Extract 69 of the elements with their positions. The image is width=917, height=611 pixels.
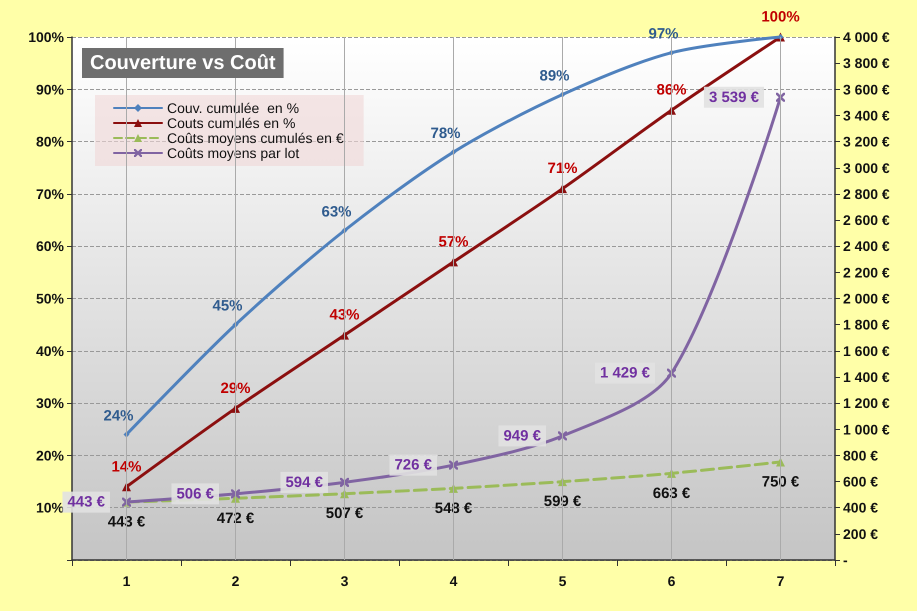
x-tick-label: 4 [450, 573, 458, 589]
y-tick-label: 20% [36, 447, 65, 464]
y-tick-label: 10% [36, 500, 65, 516]
x-tick-label: 6 [668, 573, 676, 589]
point [558, 431, 567, 440]
y2-tick-label: 1 800 € [843, 316, 890, 333]
text: Couverture vs Coût [90, 52, 276, 74]
y2-tick-label: 2 400 € [843, 238, 890, 254]
y2-tick-label: 1 600 € [843, 342, 890, 359]
y-tick-label: 80% [36, 134, 65, 150]
y-tick-label: 70% [36, 186, 65, 202]
data-label: 663 € [652, 484, 691, 502]
y2-tick-label: 3 600 € [843, 81, 890, 98]
data-label: 726 € [394, 456, 433, 474]
y-tick-label: 60% [36, 238, 65, 254]
y-tick-label: 40% [36, 342, 65, 359]
data-label: 443 € [67, 494, 106, 511]
y-tick-label: 100% [28, 29, 65, 45]
y2-tick-label: 400 € [843, 500, 878, 516]
y-tick-label: 90% [36, 81, 65, 98]
data-label: 97% [648, 26, 679, 43]
legend-label: Coûts moyens cumulés en € [167, 130, 344, 146]
data-label: 949 € [503, 427, 542, 444]
y2-tick-label: 2 800 € [843, 186, 890, 202]
point [667, 368, 676, 378]
y2-tick-label: 3 000 € [843, 160, 890, 176]
x-tick-label: 1 [122, 573, 131, 589]
data-label: 71% [547, 160, 578, 178]
data-label: 57% [438, 233, 469, 250]
data-label: 89% [539, 68, 570, 85]
y2-tick-label: - [843, 552, 848, 568]
legend-label: Coûts moyens par lot [167, 145, 300, 161]
y2-tick-label: 3 200 € [843, 134, 890, 150]
y2-tick-label: 600 € [843, 474, 878, 490]
point [231, 489, 240, 498]
data-label: 45% [212, 298, 243, 315]
point [340, 478, 349, 487]
y-tick-label: 50% [36, 290, 65, 306]
x-tick-label: 5 [558, 573, 567, 589]
y-tick-label: 30% [36, 395, 65, 412]
data-label: 1 429 € [600, 364, 651, 382]
data-label: 63% [321, 204, 352, 221]
data-label: 86% [656, 82, 687, 99]
y2-tick-label: 800 € [843, 447, 878, 464]
data-label: 594 € [285, 474, 324, 491]
x-tick-label: 7 [776, 573, 785, 589]
data-label: 3 539 € [708, 88, 760, 106]
data-label: 506 € [176, 485, 215, 502]
y2-tick-label: 2 000 € [843, 290, 890, 306]
y2-tick-label: 1 000 € [843, 421, 890, 438]
y2-tick-label: 4 000 € [843, 29, 890, 45]
y2-tick-label: 2 200 € [843, 264, 890, 280]
x-tick-label: 2 [232, 573, 240, 589]
data-label: 443 € [108, 514, 146, 531]
y2-tick-label: 3 400 € [843, 107, 890, 124]
point [449, 460, 458, 470]
y2-tick-label: 1 400 € [843, 368, 890, 385]
data-label: 24% [103, 407, 134, 424]
legend-label: Couts cumulés en % [167, 115, 296, 131]
y2-tick-label: 200 € [843, 526, 878, 542]
data-label: 78% [430, 125, 461, 142]
y2-tick-label: 3 800 € [843, 55, 890, 72]
legend-label: Couv. cumulée en % [167, 100, 300, 116]
data-label: 100% [761, 8, 800, 26]
y2-tick-label: 1 200 € [843, 395, 890, 412]
y2-tick-label: 2 600 € [843, 212, 890, 228]
point [776, 92, 785, 102]
x-tick-label: 3 [340, 573, 349, 589]
data-label: 507 € [326, 505, 364, 522]
